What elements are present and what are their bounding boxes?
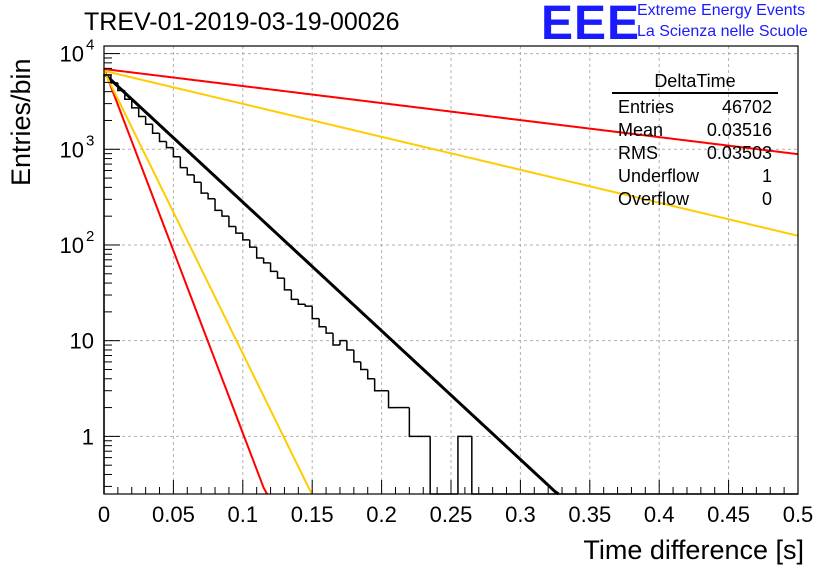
x-tick-label: 0.35 [568,502,611,527]
histogram-bin [165,141,174,149]
x-tick-label: 0.2 [366,502,397,527]
histogram-bin [242,233,250,241]
histogram-bin [110,75,118,84]
histogram-bin [207,193,216,200]
y-tick-label: 10 [60,42,84,67]
x-tick-label: 0.45 [707,502,750,527]
histogram-bin [186,167,195,176]
histogram-bin [290,289,299,301]
histogram-bin [193,174,202,184]
histogram-bin [276,271,285,279]
x-tick-label: 0.15 [291,502,334,527]
histogram-bin [144,116,153,126]
histogram-bin [200,182,209,194]
fit-curve [103,68,799,156]
histogram-bin [283,278,292,291]
histogram-bin [221,210,229,217]
y-tick-exponent: 3 [86,132,94,149]
stats-value: 46702 [721,97,772,117]
histogram-bin [179,156,188,169]
stats-label: Underflow [618,166,700,186]
y-axis-label: Entries/bin [6,58,36,186]
histogram-bin [172,147,181,158]
stats-label: Mean [618,120,664,140]
logo-line-2: La Scienza nelle Scuole [637,23,808,40]
fit-curve [102,72,560,496]
stats-value: 1 [761,166,772,186]
histogram-bin [429,436,438,495]
histogram-bin [103,74,111,494]
stats-box: DeltaTime Entries 46702 Mean 0.03516 RMS… [612,70,778,211]
x-tick-label: 0.3 [505,502,536,527]
stats-row-rms: RMS 0.03503 [612,142,778,165]
histogram-bin [366,369,375,380]
histogram-bin [151,124,160,135]
fit-curve [103,69,799,237]
histogram-bin [325,326,334,334]
stats-value: 0 [761,189,772,209]
histogram-bin [117,82,125,92]
histogram-bin [304,304,313,307]
x-tick-label: 0.25 [430,502,473,527]
y-tick-exponent: 4 [86,37,94,54]
stats-label: Entries [618,97,675,117]
histogram-bin [360,361,368,371]
y-tick-label: 10 [60,137,84,162]
histogram-bin [311,306,320,320]
histogram-bin [228,216,236,228]
histogram-bin [262,258,271,264]
fit-curves [102,68,799,496]
y-tick-label: 10 [70,329,94,354]
histogram-bin [339,339,347,346]
x-tick-label: 0.05 [152,502,195,527]
histogram-bin [346,340,354,351]
eee-logo: EEE [541,0,641,50]
x-tick-label: 0.5 [783,502,814,527]
histogram-bin [332,333,340,346]
fit-curve [103,70,314,495]
histogram-bin [255,247,264,259]
histogram-bin [457,435,465,494]
y-tick-label: 1 [82,424,94,449]
histogram-bin [124,90,132,100]
stats-label: Overflow [618,189,690,209]
stats-label: RMS [618,143,658,163]
stats-row-entries: Entries 46702 [612,96,778,119]
histogram-bin [353,349,361,363]
histogram-bin [373,378,382,392]
axis-ticks: 0 0.05 0.1 0.15 0.2 0.25 0.3 0.35 0.4 0.45 0.51101… [60,37,814,527]
x-tick-label: 0 [98,502,110,527]
histogram-bin [214,198,222,212]
stats-row-underflow: Underflow 1 [612,165,778,188]
histogram-bin [269,262,278,273]
stats-value: 0.03503 [706,143,772,163]
histogram-bin [137,107,146,118]
stats-row-overflow: Overflow 0 [612,188,778,211]
histogram-bin [408,407,417,438]
histogram-bin [318,318,327,328]
x-axis-label: Time difference [s] [583,535,804,565]
y-tick-exponent: 2 [86,228,94,245]
logo-line-1: Extreme Energy Events [637,2,806,19]
histogram-bin [471,436,479,495]
histogram-bin [131,99,139,109]
histogram-bin [158,133,167,143]
histogram-bin [297,299,306,306]
fit-curve [103,68,268,495]
y-tick-label: 10 [60,233,84,258]
histogram-bin [387,390,396,409]
histogram-bin [248,239,257,248]
stats-title: DeltaTime [612,70,778,94]
histogram-bin [235,226,243,234]
stats-row-mean: Mean 0.03516 [612,119,778,142]
stats-value: 0.03516 [706,120,772,140]
x-tick-label: 0.4 [644,502,675,527]
plot-title: TREV-01-2019-03-19-00026 [84,8,400,36]
x-tick-label: 0.1 [228,502,259,527]
